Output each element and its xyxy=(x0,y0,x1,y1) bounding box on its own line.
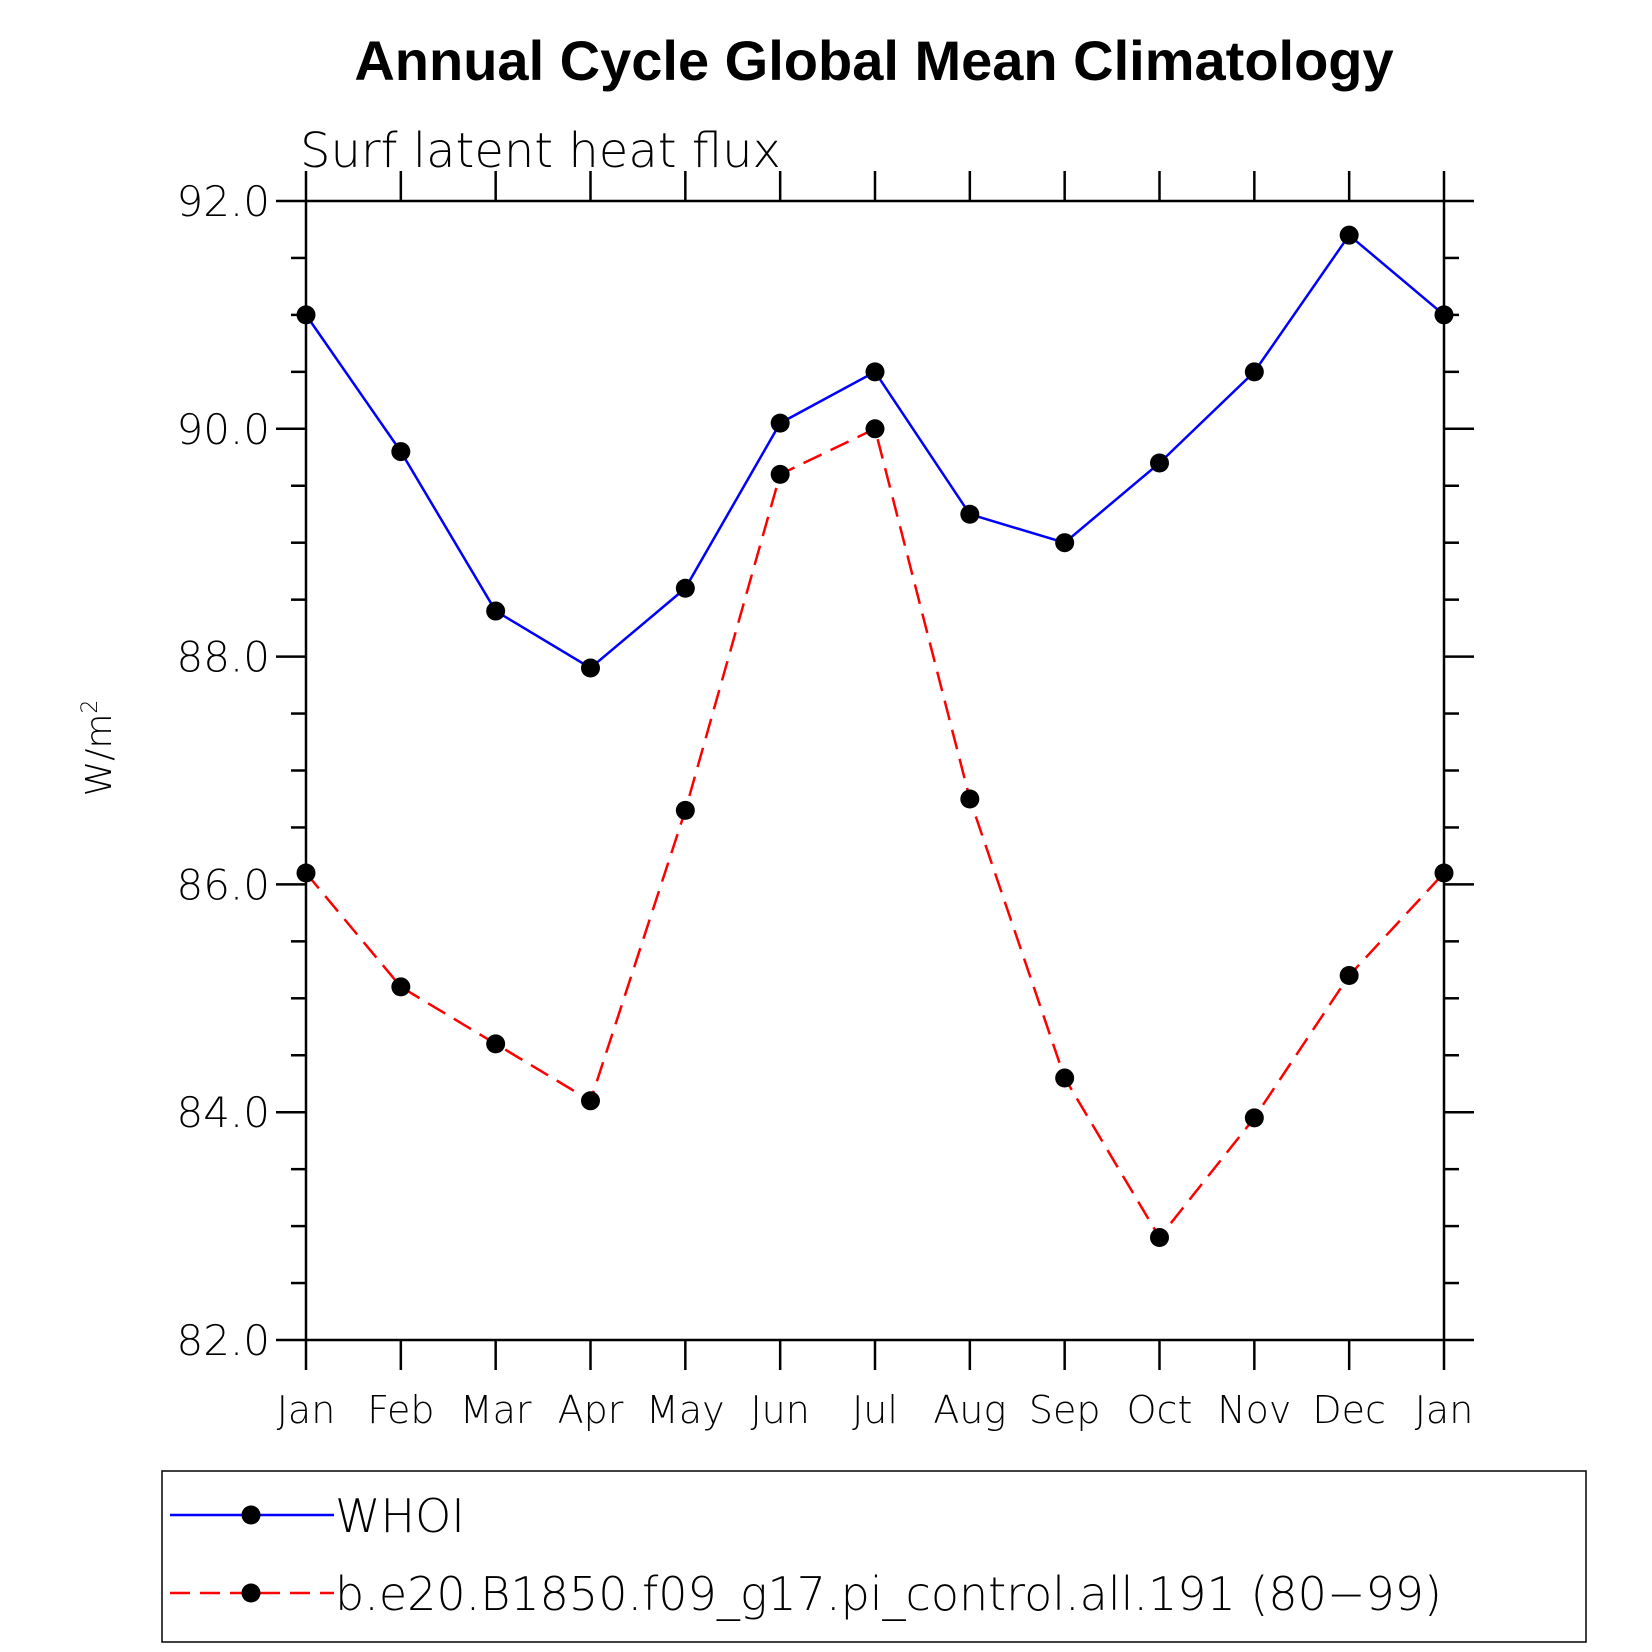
data-point xyxy=(960,789,980,809)
axes: Jan Feb Mar Apr May Jun Jul Aug Sep Oct Nov Dec Jan8… xyxy=(176,171,1474,1432)
data-point xyxy=(1339,966,1359,986)
series-line xyxy=(305,427,1445,1240)
data-point xyxy=(486,601,506,621)
y-tick-label: 86.0 xyxy=(176,860,270,909)
data-point xyxy=(1055,533,1075,553)
data-point xyxy=(581,1091,600,1111)
legend-marker xyxy=(241,1583,261,1603)
y-tick-label: 92.0 xyxy=(176,177,270,226)
data-point xyxy=(296,305,316,325)
x-tick-label: Jun xyxy=(750,1388,809,1432)
legend-marker xyxy=(241,1505,261,1525)
data-point xyxy=(391,977,411,997)
legend: WHOI b.e20.B1850.f09_g17.pi_control.all.1… xyxy=(161,1470,1587,1643)
legend-box xyxy=(161,1470,1587,1643)
data-point xyxy=(1244,1108,1264,1128)
data-point xyxy=(486,1034,506,1054)
x-tick-label: Aug xyxy=(933,1388,1006,1432)
data-point xyxy=(675,800,695,820)
data-point xyxy=(1150,453,1169,473)
data-point xyxy=(1434,305,1454,325)
chart-subtitle: Surf latent heat flux xyxy=(300,123,781,179)
data-point xyxy=(770,464,790,484)
data-point xyxy=(865,419,885,439)
x-tick-label: Dec xyxy=(1312,1388,1386,1432)
x-tick-label: Jul xyxy=(852,1388,898,1432)
data-point xyxy=(770,413,790,433)
x-tick-label: Jan xyxy=(277,1388,336,1432)
data-point xyxy=(1055,1068,1075,1088)
y-axis-label-text: W/m xyxy=(79,714,120,797)
data-point xyxy=(675,578,695,598)
data-point xyxy=(1339,225,1359,245)
legend-label: b.e20.B1850.f09_g17.pi_control.all.191 (… xyxy=(335,1567,1442,1621)
data-point xyxy=(865,362,885,382)
data-point xyxy=(1434,863,1454,883)
series-1 xyxy=(296,225,1454,678)
chart-title: Annual Cycle Global Mean Climatology xyxy=(354,29,1393,92)
x-tick-label: Nov xyxy=(1217,1388,1291,1432)
y-axis-label-superscript: 2 xyxy=(78,700,103,714)
x-tick-label: Apr xyxy=(558,1388,624,1432)
x-tick-label: Oct xyxy=(1127,1388,1193,1432)
y-axis-label: W/m2 xyxy=(78,700,120,797)
data-point xyxy=(1150,1227,1169,1247)
x-tick-label: Sep xyxy=(1029,1388,1101,1432)
legend-label: WHOI xyxy=(335,1489,465,1543)
data-point xyxy=(391,442,411,462)
y-tick-label: 90.0 xyxy=(176,405,270,454)
series-layer xyxy=(296,225,1454,1247)
y-tick-label: 82.0 xyxy=(176,1316,270,1365)
x-tick-label: Mar xyxy=(460,1388,532,1432)
data-point xyxy=(960,504,980,524)
x-tick-label: Jan xyxy=(1415,1388,1474,1432)
series-line xyxy=(304,233,1445,670)
x-tick-label: May xyxy=(646,1388,725,1432)
data-point xyxy=(1244,362,1264,382)
y-tick-label: 84.0 xyxy=(176,1088,270,1137)
y-tick-label: 88.0 xyxy=(176,633,270,682)
data-point xyxy=(296,863,316,883)
series-2 xyxy=(296,419,1454,1247)
x-tick-label: Feb xyxy=(367,1388,434,1432)
data-point xyxy=(581,658,600,678)
